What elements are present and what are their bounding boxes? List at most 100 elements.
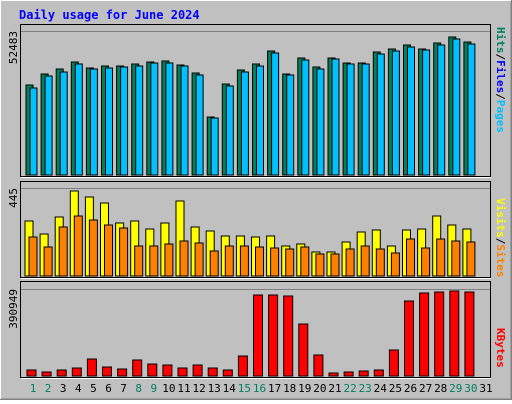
top-files-bar-day-14 [225,85,234,176]
x-axis-day-labels: 1 2 3 4 5 6 7 8 9 10 11 12 13 14 15 16 17 18 19 20 21 22 23 24 2… [30,382,493,395]
bottom-kbytes-bar-day-6 [102,366,112,377]
middle-sites-bar-day-28 [436,238,446,277]
middle-sites-bar-day-14 [224,245,234,277]
middle-sites-bar-day-5 [88,219,98,277]
bottom-kbytes-bar-day-16 [253,294,263,377]
x-tick-label-day-28: 28 [434,382,447,395]
bottom-kbytes-bar-day-25 [388,349,399,377]
legend-sep-3: / [494,238,507,245]
top-files-bar-day-9 [150,62,159,176]
bottom-kbytes-bar-day-5 [86,358,97,377]
middle-sites-bar-day-23 [360,245,370,277]
legend-hits: Hits [494,27,507,54]
panel-top-frame [20,24,491,177]
middle-sites-bar-day-7 [119,227,129,277]
bottom-kbytes-bar-day-14 [222,369,233,377]
top-files-bar-day-26 [407,46,415,176]
bottom-kbytes-bar-day-23 [358,370,369,377]
bottom-kbytes-bar-day-4 [71,367,82,377]
legend-sep-1: / [494,54,507,61]
top-files-bar-day-18 [286,74,295,176]
top-files-bar-day-1 [29,87,38,176]
bottom-kbytes-bar-day-24 [373,369,384,377]
legend-kbytes: KBytes [494,328,507,368]
middle-sites-bar-day-9 [149,245,159,277]
middle-sites-bar-day-8 [134,245,144,277]
bottom-kbytes-bar-day-11 [177,367,188,377]
x-tick-label-day-30: 30 [464,382,477,395]
x-tick-label-day-16: 16 [253,382,266,395]
top-files-bar-day-6 [105,67,113,176]
middle-sites-bar-day-20 [315,253,325,277]
top-files-bar-day-24 [376,53,385,176]
middle-sites-bar-day-6 [104,224,113,277]
x-tick-label-day-4: 4 [75,382,82,395]
bottom-kbytes-bar-day-9 [147,363,158,377]
middle-sites-bar-day-11 [179,240,189,277]
top-files-bar-day-8 [135,65,144,176]
top-files-bar-day-11 [180,65,189,176]
top-files-bar-day-23 [361,63,370,176]
x-tick-label-day-31: 31 [479,382,492,395]
top-scale-label: 52483 [7,31,20,64]
top-files-bar-day-4 [74,63,83,176]
x-tick-label-day-8: 8 [135,382,142,395]
middle-sites-bar-day-24 [375,248,385,277]
top-files-bar-day-13 [210,117,219,176]
middle-sites-bar-day-25 [390,252,400,277]
bottom-kbytes-bar-day-7 [117,368,128,377]
top-files-bar-day-19 [301,59,310,176]
legend-sep-2: / [494,93,507,100]
middle-sites-bar-day-12 [194,242,204,277]
middle-sites-bar-day-18 [285,248,295,277]
bottom-kbytes-bar-day-21 [328,372,339,377]
x-tick-label-day-26: 26 [404,382,417,395]
middle-sites-bar-day-22 [345,248,355,277]
bottom-kbytes-bar-day-15 [237,355,248,377]
middle-sites-bar-day-2 [43,246,53,277]
legend-top: Hits/Files/Pages [494,27,507,133]
x-tick-label-day-9: 9 [150,382,157,395]
top-files-bar-day-17 [271,52,280,176]
legend-middle: Visits/Sites [494,198,507,278]
x-tick-label-day-14: 14 [223,382,237,395]
top-files-bar-day-5 [89,68,98,176]
middle-sites-bar-day-4 [73,215,83,277]
top-files-bar-day-30 [467,43,476,176]
x-tick-label-day-7: 7 [120,382,127,395]
top-files-bar-day-28 [437,44,446,176]
middle-sites-bar-day-13 [209,250,219,277]
x-tick-label-day-18: 18 [283,382,296,395]
top-files-bar-day-22 [346,63,355,176]
top-files-bar-day-2 [44,75,53,176]
middle-sites-bar-day-3 [58,226,68,277]
middle-sites-bar-day-10 [164,243,174,277]
top-files-bar-day-12 [195,74,204,176]
x-tick-label-day-6: 6 [105,382,112,395]
x-tick-label-day-15: 15 [238,382,251,395]
bottom-kbytes-bar-day-17 [268,294,279,377]
x-tick-label-day-22: 22 [343,382,356,395]
bottom-kbytes-bar-day-18 [283,295,294,377]
bottom-kbytes-bar-day-22 [343,371,354,377]
panel-middle-frame [20,181,491,278]
top-files-bar-day-15 [240,71,249,176]
top-files-bar-day-21 [331,58,340,176]
bottom-kbytes-bar-day-12 [192,364,203,377]
panel-bottom-frame [20,281,491,378]
x-tick-label-day-3: 3 [60,382,67,395]
legend-files: Files [494,60,507,93]
top-files-bar-day-7 [120,66,129,176]
bottom-kbytes-bar-day-10 [162,364,173,377]
top-files-bar-day-10 [165,62,174,176]
chart-title: Daily usage for June 2024 [19,8,200,22]
legend-sites: Sites [494,244,507,277]
middle-sites-bar-day-19 [300,246,310,277]
bottom-kbytes-bar-day-29 [449,290,460,377]
x-tick-label-day-24: 24 [374,382,388,395]
x-tick-label-day-11: 11 [177,382,190,395]
bottom-scale-label: 390949 [7,289,20,329]
middle-sites-bar-day-21 [330,253,340,277]
x-tick-label-day-10: 10 [162,382,175,395]
